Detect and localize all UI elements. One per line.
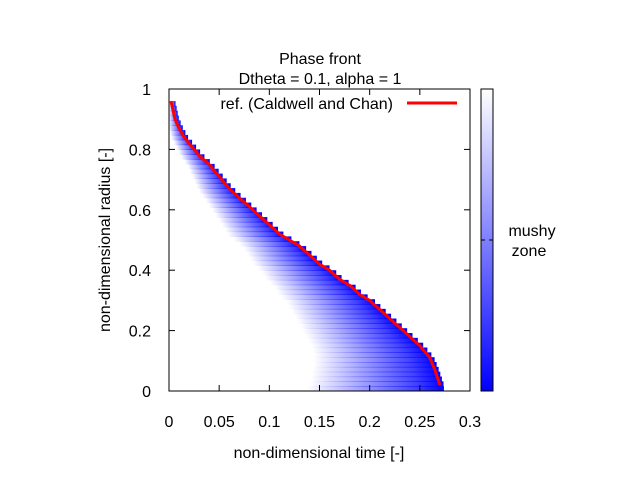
x-axis-ticks: 0 0.05 0.1 0.15 0.2 0.25 0.3 <box>165 89 481 431</box>
mushy-zone-strip <box>247 250 312 257</box>
mushy-zone-strip <box>291 308 386 315</box>
y-tick-label: 0.6 <box>129 203 151 220</box>
mushy-zone-strip <box>302 328 408 334</box>
y-tick-label: 0.4 <box>129 263 151 280</box>
mushy-zone-strip <box>309 381 444 387</box>
mushy-zone-strip <box>277 289 361 295</box>
mushy-zone-strip <box>198 188 236 194</box>
mushy-zone-strip <box>314 357 435 363</box>
mushy-zone-strip <box>205 197 246 204</box>
mushy-zone-strip <box>308 337 418 344</box>
mushy-zone-strip <box>173 139 193 146</box>
mushy-zone-strip <box>310 342 424 349</box>
mushy-zone-strip <box>192 173 223 179</box>
mushy-zone-strip <box>297 318 397 324</box>
mushy-zone-strip <box>294 313 392 320</box>
mushy-zone-strip <box>300 323 402 329</box>
reference-series-line <box>169 100 442 386</box>
mushy-zone-strip <box>184 159 210 165</box>
mushy-zone-strip <box>224 226 279 233</box>
x-axis-label: non-dimensional time [-] <box>234 445 405 462</box>
x-tick-label: 0 <box>165 414 174 431</box>
mushy-zone-strip <box>250 255 317 262</box>
mushy-zone-strip <box>169 125 183 131</box>
x-tick-label: 0.15 <box>304 414 335 431</box>
mushy-zone-strip <box>187 163 215 170</box>
mushy-zone-strip <box>181 154 205 160</box>
mushy-zone-strip <box>218 217 268 223</box>
legend-label: ref. (Caldwell and Chan) <box>220 96 393 113</box>
mushy-zone-strip <box>313 362 437 368</box>
x-tick-label: 0.25 <box>404 414 435 431</box>
mushy-zone-strip <box>257 265 330 271</box>
chart-subtitle: Dtheta = 0.1, alpha = 1 <box>239 71 402 88</box>
x-tick-label: 0.05 <box>204 414 235 431</box>
y-axis-label: non-dimensional radius [-] <box>97 148 114 332</box>
mushy-zone-strip <box>176 144 197 150</box>
mushy-zone-strip <box>274 284 356 291</box>
y-tick-label: 1 <box>142 82 151 99</box>
y-tick-label: 0 <box>142 384 151 401</box>
mushy-zone-strip <box>313 352 432 358</box>
mushy-zone-strip <box>311 371 441 378</box>
colorbar: mushy zone <box>480 88 556 392</box>
mushy-zone-strip <box>221 221 273 228</box>
mushy-zone-strip <box>312 347 428 353</box>
x-tick-label: 0.3 <box>459 414 481 431</box>
mushy-zone-strip <box>169 120 181 126</box>
mushy-zone-strip <box>269 279 349 286</box>
mushy-zone-strip <box>228 231 284 237</box>
mushy-zone-strip <box>286 299 376 305</box>
mushy-zone-strip <box>194 178 227 184</box>
mushy-zone-strip <box>289 304 381 310</box>
mushy-zone-strip <box>253 260 323 266</box>
legend: ref. (Caldwell and Chan) <box>220 96 457 113</box>
mushy-zone-strip <box>265 275 342 281</box>
mushy-zone-strip <box>262 270 337 276</box>
colorbar-label-line2: zone <box>512 243 547 260</box>
mushy-zone-strip <box>306 386 444 391</box>
mushy-zone-strip <box>178 149 201 155</box>
mushy-zone-strip <box>190 168 219 175</box>
mushy-zone-band <box>169 101 444 391</box>
mushy-zone-strip <box>202 192 241 199</box>
mushy-zone-strip <box>212 207 257 213</box>
mushy-zone-strip <box>312 366 439 373</box>
mushy-zone-strip <box>215 212 262 218</box>
mushy-zone-strip <box>170 130 186 136</box>
x-tick-label: 0.1 <box>258 414 280 431</box>
mushy-zone-strip <box>239 241 300 247</box>
y-axis-ticks: 0 0.2 0.4 0.6 0.8 1 <box>129 82 470 401</box>
mushy-zone-strip <box>196 183 231 189</box>
mushy-zone-strip <box>281 294 368 300</box>
y-tick-label: 0.2 <box>129 324 151 341</box>
chart-title: Phase front <box>279 51 361 68</box>
y-tick-label: 0.8 <box>129 142 151 159</box>
mushy-zone-strip <box>305 333 413 339</box>
mushy-zone-strip <box>243 246 307 252</box>
mushy-zone-strip <box>310 376 442 382</box>
x-tick-label: 0.2 <box>359 414 381 431</box>
colorbar-label-line1: mushy <box>508 223 555 240</box>
mushy-zone-strip <box>171 134 189 141</box>
mushy-zone-strip <box>233 236 292 242</box>
mushy-zone-strip <box>208 202 252 208</box>
